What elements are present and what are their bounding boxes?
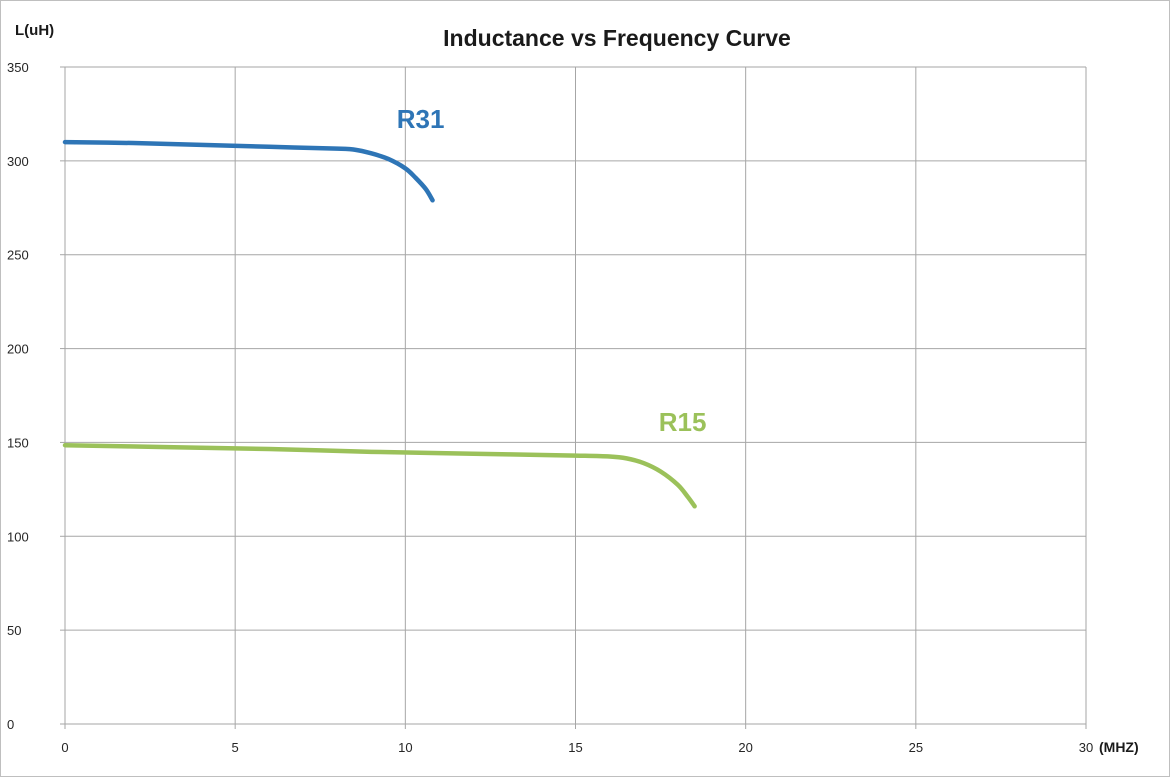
x-tick-label: 25 xyxy=(909,740,923,755)
y-tick-label: 250 xyxy=(7,248,29,263)
x-tick-label: 30 xyxy=(1079,740,1093,755)
series-label-r15: R15 xyxy=(659,407,707,437)
y-tick-label: 50 xyxy=(7,623,21,638)
y-tick-label: 100 xyxy=(7,529,29,544)
series-label-r31: R31 xyxy=(397,104,445,134)
x-axis-label: (MHZ) xyxy=(1099,739,1139,755)
x-tick-label: 10 xyxy=(398,740,412,755)
y-tick-label: 0 xyxy=(7,717,14,732)
series-line-r31 xyxy=(62,139,435,203)
y-tick-label: 300 xyxy=(7,154,29,169)
y-tick-label: 200 xyxy=(7,342,29,357)
y-tick-label: 350 xyxy=(7,60,29,75)
grid xyxy=(60,66,1087,729)
x-tick-label: 0 xyxy=(61,740,68,755)
series-layer xyxy=(62,139,697,509)
x-tick-label: 20 xyxy=(738,740,752,755)
y-tick-label: 150 xyxy=(7,435,29,450)
series-line-r15 xyxy=(62,442,697,509)
y-axis-label: L(uH) xyxy=(15,22,54,39)
x-tick-label: 15 xyxy=(568,740,582,755)
x-tick-label: 5 xyxy=(232,740,239,755)
series-labels: R31 R15 xyxy=(397,104,707,437)
chart-title: Inductance vs Frequency Curve xyxy=(443,25,791,51)
